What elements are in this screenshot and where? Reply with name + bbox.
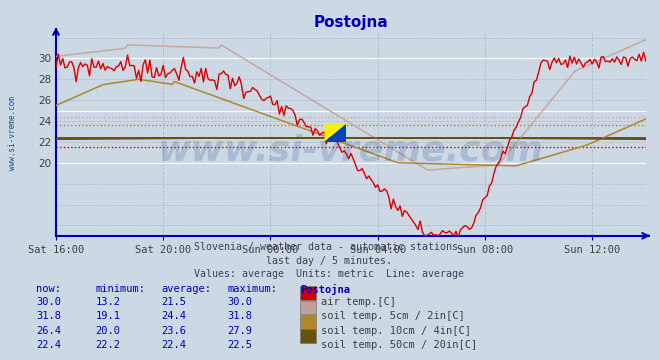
Text: 22.4: 22.4 (161, 340, 186, 350)
Text: www.si-vreme.com: www.si-vreme.com (158, 133, 544, 167)
Text: 31.8: 31.8 (227, 311, 252, 321)
Text: minimum:: minimum: (96, 284, 146, 294)
Text: 30.0: 30.0 (36, 297, 61, 307)
Text: 24.4: 24.4 (161, 311, 186, 321)
Text: soil temp. 50cm / 20in[C]: soil temp. 50cm / 20in[C] (321, 340, 477, 350)
Text: 22.2: 22.2 (96, 340, 121, 350)
Text: 31.8: 31.8 (36, 311, 61, 321)
Title: Postojna: Postojna (314, 15, 388, 30)
Text: now:: now: (36, 284, 61, 294)
Text: 21.5: 21.5 (161, 297, 186, 307)
Text: Slovenia / weather data - automatic stations.: Slovenia / weather data - automatic stat… (194, 242, 465, 252)
Polygon shape (324, 124, 345, 142)
Text: soil temp. 10cm / 4in[C]: soil temp. 10cm / 4in[C] (321, 326, 471, 336)
Text: www.si-vreme.com: www.si-vreme.com (8, 96, 17, 170)
Text: 19.1: 19.1 (96, 311, 121, 321)
Text: soil temp. 5cm / 2in[C]: soil temp. 5cm / 2in[C] (321, 311, 465, 321)
Text: 27.9: 27.9 (227, 326, 252, 336)
Text: 13.2: 13.2 (96, 297, 121, 307)
Polygon shape (324, 124, 345, 142)
Text: Values: average  Units: metric  Line: average: Values: average Units: metric Line: aver… (194, 269, 465, 279)
Text: maximum:: maximum: (227, 284, 277, 294)
Text: air temp.[C]: air temp.[C] (321, 297, 396, 307)
Text: 22.5: 22.5 (227, 340, 252, 350)
Text: Postojna: Postojna (300, 284, 350, 296)
Text: average:: average: (161, 284, 212, 294)
Text: last day / 5 minutes.: last day / 5 minutes. (266, 256, 393, 266)
Text: 26.4: 26.4 (36, 326, 61, 336)
Text: 23.6: 23.6 (161, 326, 186, 336)
Text: 30.0: 30.0 (227, 297, 252, 307)
Text: 20.0: 20.0 (96, 326, 121, 336)
Text: 22.4: 22.4 (36, 340, 61, 350)
